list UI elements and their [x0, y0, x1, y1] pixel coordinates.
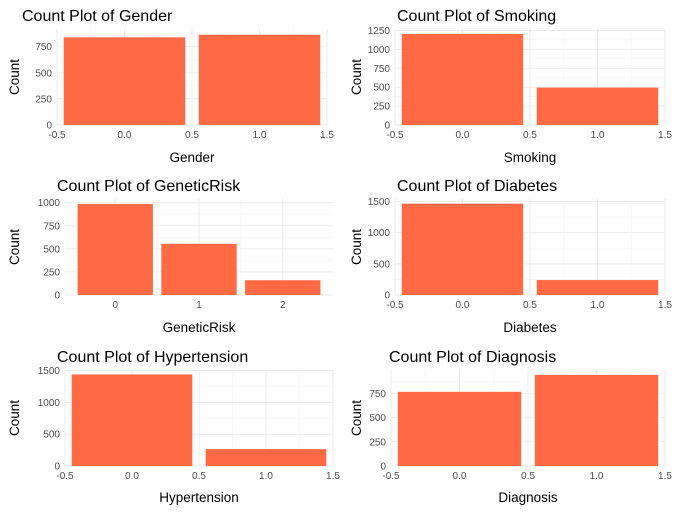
y-tick-label: 1000 [368, 228, 391, 239]
x-tick-label: 0.5 [185, 130, 199, 141]
x-axis-label: Hypertension [159, 490, 239, 505]
x-tick-label: 1.0 [590, 471, 604, 482]
x-tick-label: 0.5 [523, 300, 537, 311]
x-tick-label: 0.5 [192, 471, 206, 482]
chart-title: Count Plot of Hypertension [57, 349, 248, 366]
x-tick-label: 2 [280, 300, 286, 311]
x-tick-label: 1.5 [658, 471, 672, 482]
x-tick-label: 1.5 [658, 300, 672, 311]
x-axis-label: Gender [169, 150, 215, 165]
y-tick-label: 500 [373, 259, 390, 270]
y-axis-label: Count [7, 229, 22, 265]
y-tick-label: 750 [369, 389, 386, 400]
y-tick-label: 1000 [38, 398, 61, 409]
chart-panel-4: 0 500 1000 1500 -0.5 0.0 0.5 1.0 1.5 Count Plot o… [349, 178, 672, 335]
y-axis-label: Count [349, 59, 364, 95]
y-axis-label: Count [7, 59, 22, 95]
x-tick-label: 0 [112, 300, 118, 311]
x-tick-label: 0.5 [523, 130, 537, 141]
y-tick-label: 250 [373, 102, 390, 113]
y-tick-label: 500 [43, 244, 60, 255]
x-tick-label: 1.5 [320, 130, 334, 141]
chart-title: Count Plot of Diabetes [397, 178, 557, 195]
chart-title: Count Plot of Smoking [397, 8, 556, 25]
x-tick-label: 0.5 [521, 471, 535, 482]
y-tick-label: 750 [43, 221, 60, 232]
chart-panel-6: 0 250 500 750 -0.5 0.0 0.5 1.0 1.5 Count Plot of … [349, 349, 672, 505]
chart-title: Count Plot of Diagnosis [389, 349, 556, 366]
bar [77, 204, 153, 295]
y-axis-label: Count [7, 400, 22, 436]
chart-panel-5: 0 500 1000 1500 -0.5 0.0 0.5 1.0 1.5 Count Plot o… [7, 349, 340, 505]
x-tick-label: 0.0 [456, 130, 470, 141]
y-tick-label: 0 [380, 462, 386, 473]
y-tick-label: 1500 [368, 197, 391, 208]
y-tick-label: 1250 [368, 26, 391, 37]
bar [161, 243, 237, 295]
y-tick-label: 250 [35, 94, 52, 105]
y-tick-label: 500 [369, 413, 386, 424]
bar [198, 34, 321, 125]
chart-panel-3: 0 250 500 750 1000 0 1 2 Count Plot of GeneticRi… [7, 178, 333, 335]
bar [245, 280, 321, 295]
y-tick-label: 750 [35, 42, 52, 53]
bar [401, 203, 524, 295]
y-tick-label: 0 [54, 462, 60, 473]
y-tick-label: 0 [384, 121, 390, 132]
y-tick-label: 250 [43, 267, 60, 278]
y-tick-label: 0 [54, 291, 60, 302]
y-axis-label: Count [349, 229, 364, 265]
x-tick-label: -0.5 [56, 471, 74, 482]
y-tick-label: 0 [46, 121, 52, 132]
y-tick-label: 0 [384, 291, 390, 302]
y-tick-label: 1000 [38, 198, 61, 209]
x-tick-label: 1.0 [259, 471, 273, 482]
x-tick-label: 1.0 [253, 130, 267, 141]
bar [536, 280, 659, 295]
y-tick-label: 500 [373, 83, 390, 94]
x-tick-label: 0.0 [125, 471, 139, 482]
y-tick-label: 1500 [38, 366, 61, 377]
x-tick-label: 1.0 [591, 130, 605, 141]
x-axis-label: Diabetes [503, 320, 557, 335]
x-tick-label: -0.5 [386, 300, 404, 311]
x-tick-label: 1.5 [326, 471, 340, 482]
bar [71, 374, 193, 466]
y-tick-label: 1000 [368, 45, 391, 56]
bar [397, 391, 522, 466]
bar [63, 37, 186, 125]
bar [401, 33, 524, 125]
x-axis-label: GeneticRisk [163, 320, 236, 335]
chart-title: Count Plot of Gender [22, 8, 173, 25]
y-tick-label: 500 [43, 430, 60, 441]
x-axis-label: Smoking [504, 150, 557, 165]
x-tick-label: 1 [196, 300, 202, 311]
y-axis-label: Count [349, 400, 364, 436]
y-tick-label: 500 [35, 68, 52, 79]
bar [205, 449, 327, 466]
y-tick-label: 750 [373, 64, 390, 75]
x-tick-label: 1.5 [658, 130, 672, 141]
x-axis-label: Diagnosis [498, 490, 558, 505]
chart-panel-1: 0 250 500 750 -0.5 0.0 0.5 1.0 1.5 Count Plot of … [7, 8, 334, 165]
bar [536, 87, 659, 125]
chart-panel-2: 0 250 500 750 1000 1250 -0.5 0.0 0.5 1.0 1.5 Count … [349, 8, 672, 165]
x-tick-label: -0.5 [382, 471, 400, 482]
bar [534, 374, 659, 466]
x-tick-label: 0.0 [118, 130, 132, 141]
chart-title: Count Plot of GeneticRisk [57, 178, 241, 195]
x-tick-label: 0.0 [453, 471, 467, 482]
x-tick-label: 0.0 [456, 300, 470, 311]
x-tick-label: -0.5 [48, 130, 66, 141]
y-tick-label: 250 [369, 437, 386, 448]
x-tick-label: 1.0 [591, 300, 605, 311]
x-tick-label: -0.5 [386, 130, 404, 141]
